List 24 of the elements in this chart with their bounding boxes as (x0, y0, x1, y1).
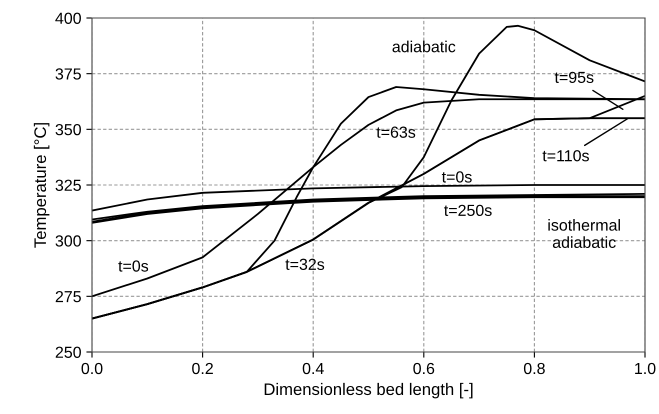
x-tick-label: 0.0 (82, 362, 102, 374)
y-tick-label: 400 (55, 12, 81, 24)
x-tick-label: 0.8 (524, 362, 545, 374)
y-tick-label: 250 (56, 346, 81, 358)
y-tick-label: 275 (56, 290, 81, 302)
annotation: isothermal adiabatic (548, 219, 620, 248)
annotation: t=63s (376, 126, 416, 138)
annotation: t=32s (285, 258, 324, 270)
annotation: t=0s (118, 260, 148, 272)
x-axis-title: Dimensionless bed length [-] (264, 382, 472, 398)
x-tick-label: 0.2 (192, 362, 213, 374)
x-tick-label: 0.6 (413, 362, 434, 374)
annotation: adiabatic (392, 40, 456, 52)
y-axis-title: Temperature [°C] (34, 123, 50, 248)
x-tick-label: 0.4 (302, 362, 324, 374)
y-tick-label: 350 (56, 124, 81, 136)
annotation: t=95s (554, 72, 594, 84)
y-tick-label: 325 (56, 180, 81, 191)
annotation: t=0s (442, 171, 472, 183)
x-tick-label: 1.0 (635, 362, 656, 374)
y-tick-label: 300 (56, 235, 81, 247)
annotation: t=250s (444, 204, 492, 216)
y-tick-label: 375 (56, 68, 81, 80)
annotation: t=110s (542, 150, 589, 162)
